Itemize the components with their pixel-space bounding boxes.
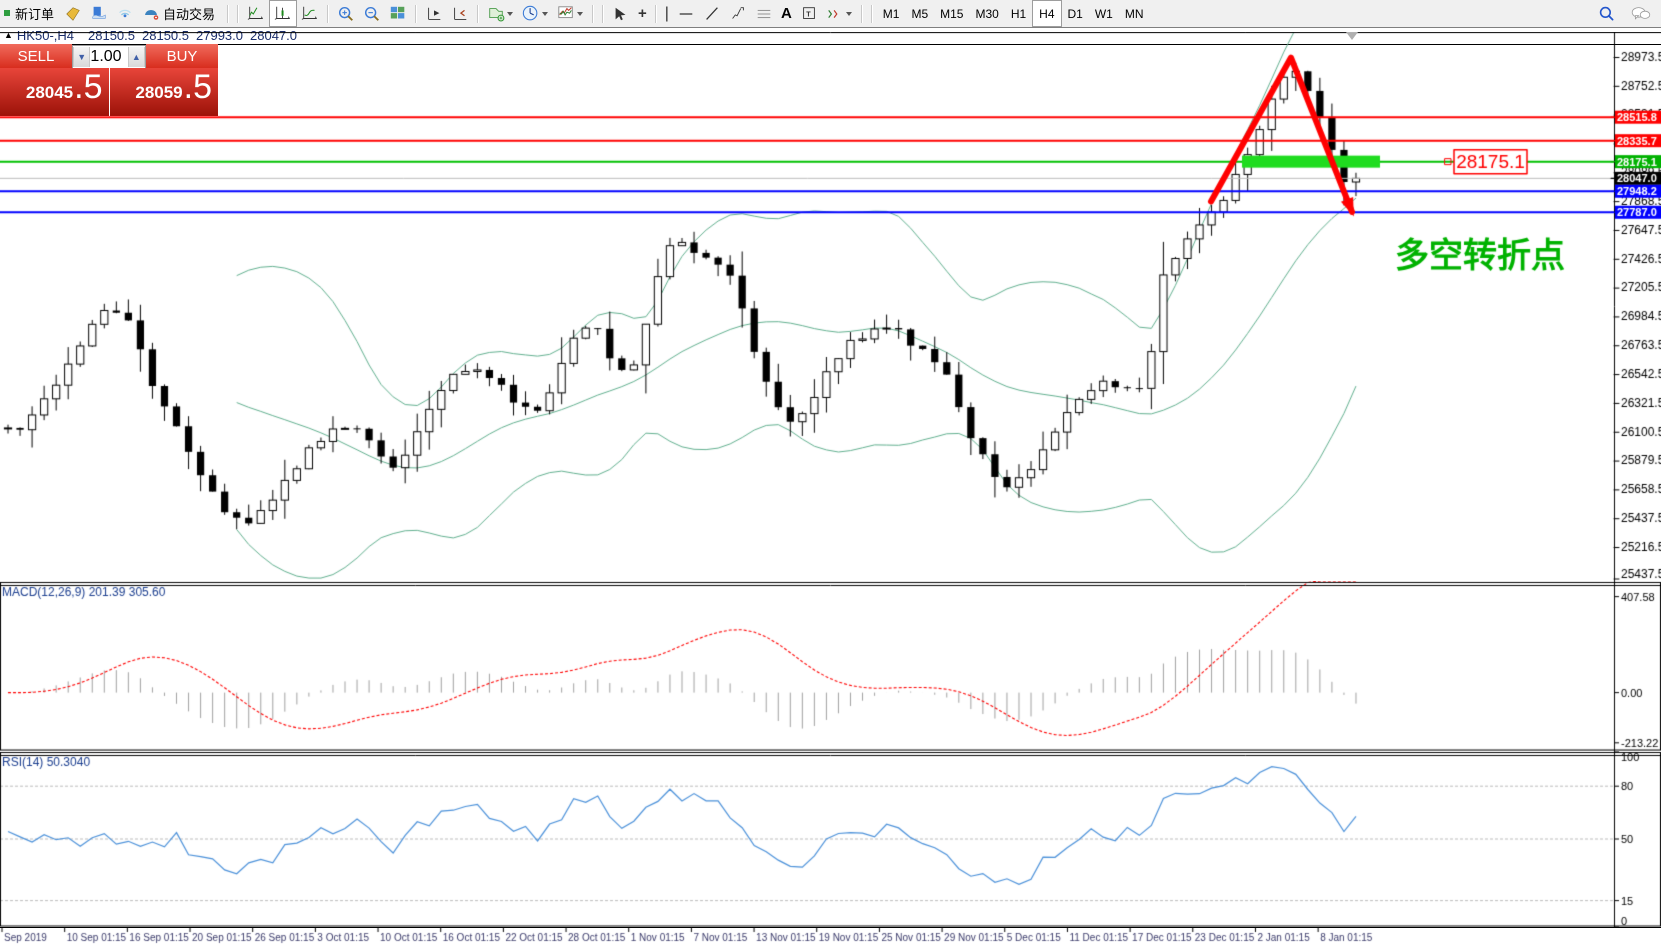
svg-text:T: T <box>806 9 811 18</box>
